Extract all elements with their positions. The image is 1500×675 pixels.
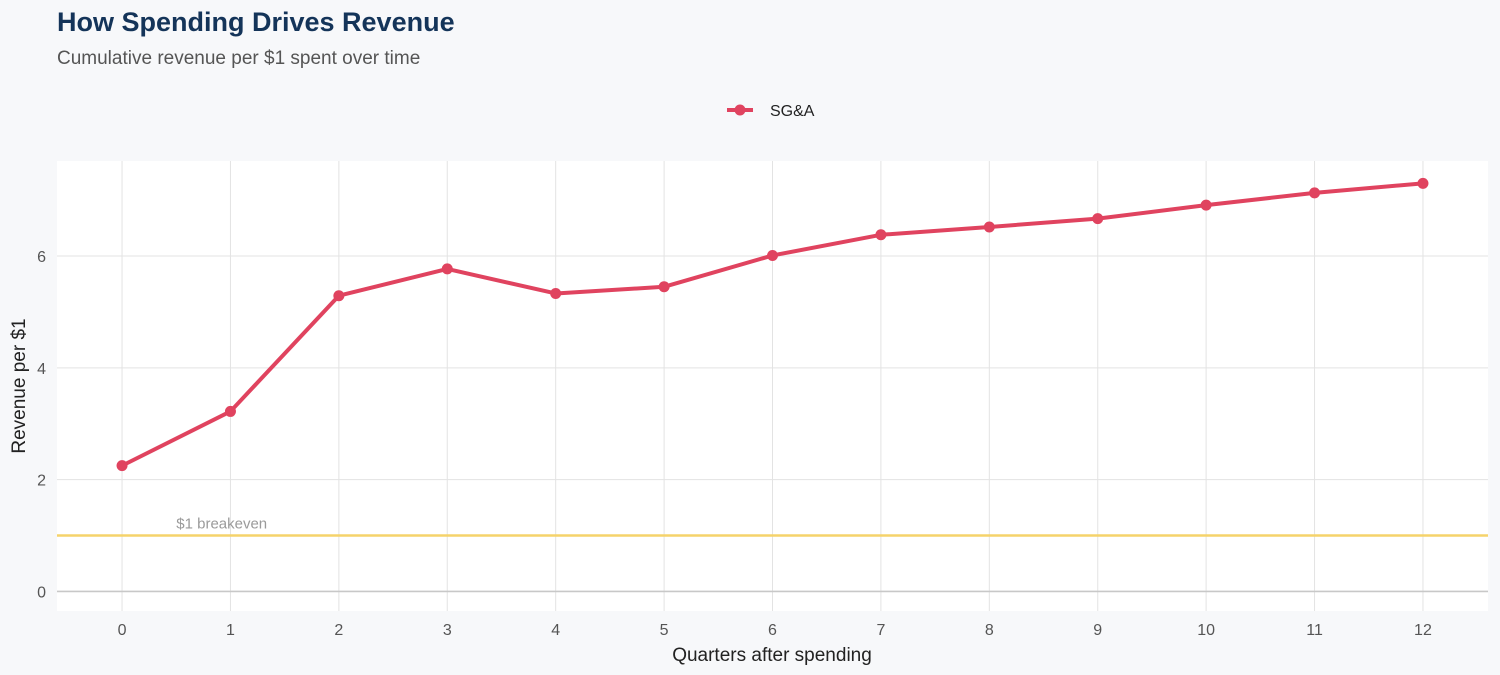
series-layer [116,177,1429,472]
data-point [767,249,778,261]
y-tick-label: 6 [37,249,46,266]
x-tick-label: 8 [985,622,994,639]
data-point [658,281,670,293]
data-point [116,460,128,472]
data-point [1200,199,1212,211]
data-point [333,290,345,302]
data-point [1417,177,1429,189]
reference-line-layer: $1 breakeven [57,516,1488,537]
x-tick-label: 11 [1306,622,1323,639]
x-tick-label: 0 [118,622,127,639]
data-point [1309,187,1321,199]
x-tick-label: 10 [1197,622,1215,639]
chart-title: How Spending Drives Revenue [57,7,455,37]
x-tick-label: 4 [551,622,560,639]
x-tick-label: 7 [876,622,885,639]
legend: SG&A [727,103,815,120]
x-axis-title: Quarters after spending [672,645,872,666]
x-tick-label: 1 [226,622,235,639]
x-tick-label: 12 [1414,622,1432,639]
data-point [1092,213,1104,225]
x-tick-label: 3 [443,622,452,639]
x-tick-label: 6 [768,622,777,639]
chart-subtitle: Cumulative revenue per $1 spent over tim… [57,48,420,69]
data-point [983,221,995,233]
data-point [224,405,236,417]
y-axis-title: Revenue per $1 [9,318,30,453]
x-tick-label: 9 [1093,622,1102,639]
x-tick-label: 5 [660,622,669,639]
data-point [550,287,562,299]
legend-swatch-marker [734,104,746,116]
y-tick-label: 4 [37,361,46,378]
legend-label-sga: SG&A [770,103,815,120]
y-tick-label: 0 [37,584,46,601]
breakeven-label: $1 breakeven [176,516,267,533]
x-tick-label: 2 [334,622,343,639]
y-tick-label: 2 [37,473,46,490]
data-point [875,229,887,241]
data-point [441,263,453,275]
